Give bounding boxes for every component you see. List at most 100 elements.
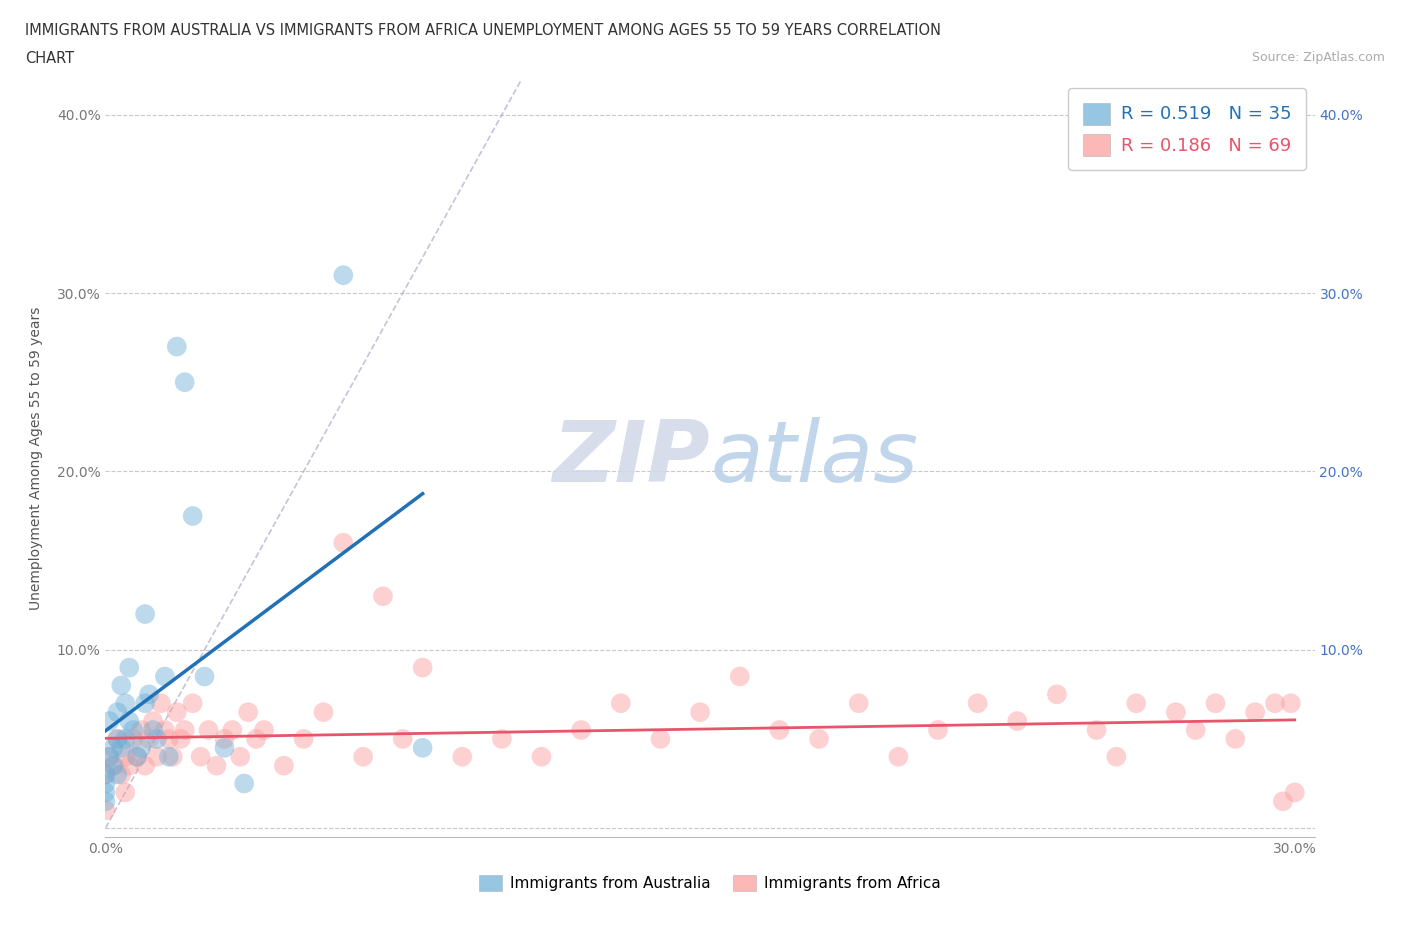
Point <box>1244 705 1267 720</box>
Point <box>412 740 434 755</box>
Point <box>197 723 219 737</box>
Point <box>412 660 434 675</box>
Point <box>214 732 236 747</box>
Text: IMMIGRANTS FROM AUSTRALIA VS IMMIGRANTS FROM AFRICA UNEMPLOYMENT AMONG AGES 55 T: IMMIGRANTS FROM AUSTRALIA VS IMMIGRANTS … <box>25 23 941 38</box>
Y-axis label: Unemployment Among Ages 55 to 59 years: Unemployment Among Ages 55 to 59 years <box>30 306 42 610</box>
Point <box>146 750 169 764</box>
Point <box>94 785 117 800</box>
Point <box>110 678 132 693</box>
Point <box>142 723 165 737</box>
Point <box>214 740 236 755</box>
Point <box>1279 696 1302 711</box>
Point <box>1184 723 1206 737</box>
Point <box>312 705 335 720</box>
Point <box>229 750 252 764</box>
Point <box>98 750 121 764</box>
Point <box>134 696 156 711</box>
Point <box>332 268 354 283</box>
Point <box>166 705 188 720</box>
Point <box>233 776 256 790</box>
Point <box>127 750 149 764</box>
Text: CHART: CHART <box>25 51 75 66</box>
Point <box>181 696 204 711</box>
Point <box>292 732 315 747</box>
Point <box>138 732 160 747</box>
Point <box>253 723 276 737</box>
Legend: Immigrants from Australia, Immigrants from Africa: Immigrants from Australia, Immigrants fr… <box>474 870 946 897</box>
Point <box>105 732 128 747</box>
Point <box>103 758 125 773</box>
Point <box>129 740 152 755</box>
Point <box>927 723 949 737</box>
Point <box>114 785 136 800</box>
Point <box>142 713 165 728</box>
Text: atlas: atlas <box>710 417 918 499</box>
Point <box>110 740 132 755</box>
Point <box>153 669 176 684</box>
Point <box>530 750 553 764</box>
Point <box>238 705 260 720</box>
Point <box>221 723 243 737</box>
Point <box>352 750 374 764</box>
Point <box>650 732 672 747</box>
Point <box>1205 696 1227 711</box>
Point <box>162 750 184 764</box>
Text: Source: ZipAtlas.com: Source: ZipAtlas.com <box>1251 51 1385 64</box>
Point <box>966 696 988 711</box>
Point <box>94 767 117 782</box>
Point <box>114 750 136 764</box>
Point <box>105 767 128 782</box>
Point <box>391 732 413 747</box>
Point <box>94 794 117 809</box>
Point <box>569 723 592 737</box>
Point <box>1125 696 1147 711</box>
Point <box>103 758 125 773</box>
Point <box>138 687 160 702</box>
Point <box>371 589 394 604</box>
Point <box>451 750 474 764</box>
Point <box>94 776 117 790</box>
Point <box>1271 794 1294 809</box>
Point <box>127 750 149 764</box>
Point <box>245 732 267 747</box>
Point <box>103 740 125 755</box>
Point <box>768 723 790 737</box>
Point <box>134 606 156 621</box>
Point <box>1046 687 1069 702</box>
Point <box>114 696 136 711</box>
Point <box>105 732 128 747</box>
Point <box>190 750 212 764</box>
Point <box>134 758 156 773</box>
Point <box>98 750 121 764</box>
Point <box>166 339 188 354</box>
Point <box>1164 705 1187 720</box>
Point <box>146 732 169 747</box>
Point <box>114 732 136 747</box>
Point <box>170 732 193 747</box>
Point <box>808 732 831 747</box>
Point <box>728 669 751 684</box>
Point <box>157 732 180 747</box>
Point <box>173 375 195 390</box>
Point <box>887 750 910 764</box>
Point <box>1284 785 1306 800</box>
Point <box>1264 696 1286 711</box>
Point <box>149 696 172 711</box>
Point <box>205 758 228 773</box>
Point <box>181 509 204 524</box>
Point <box>848 696 870 711</box>
Point <box>1225 732 1247 747</box>
Point <box>129 723 152 737</box>
Point <box>94 803 117 817</box>
Point <box>105 705 128 720</box>
Point <box>491 732 513 747</box>
Point <box>118 758 141 773</box>
Point <box>122 732 145 747</box>
Point <box>153 723 176 737</box>
Point <box>332 536 354 551</box>
Point <box>110 767 132 782</box>
Point <box>94 767 117 782</box>
Point <box>157 750 180 764</box>
Point <box>610 696 633 711</box>
Point <box>689 705 711 720</box>
